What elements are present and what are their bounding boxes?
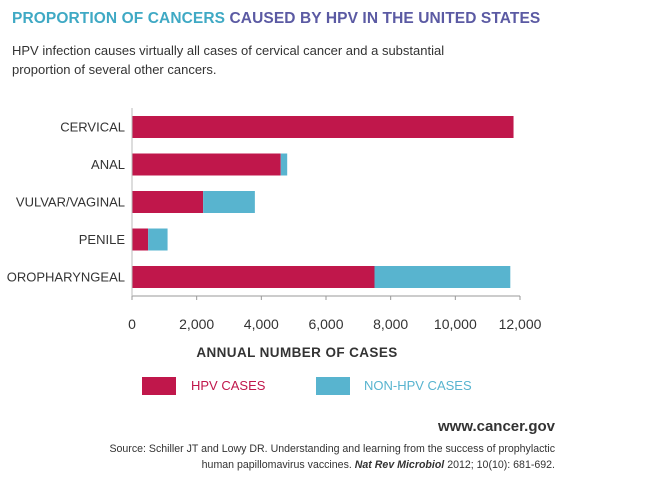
bar-vulvar-vaginal-non-hpv-cases <box>203 191 255 213</box>
category-label-penile: PENILE <box>79 232 126 247</box>
chart-subtitle: HPV infection causes virtually all cases… <box>12 43 445 77</box>
source-citation: Source: Schiller JT and Lowy DR. Underst… <box>0 441 555 473</box>
category-label-anal: ANAL <box>91 157 125 172</box>
x-tick-label-4000: 4,000 <box>244 316 279 332</box>
bar-oropharyngeal-hpv-cases <box>132 266 375 288</box>
x-tick-label-6000: 6,000 <box>308 316 343 332</box>
source-line-2: human papillomavirus vaccines. Nat Rev M… <box>0 457 555 473</box>
chart-title-part1: PROPORTION OF CANCERS <box>12 10 226 27</box>
bar-penile-non-hpv-cases <box>148 228 168 251</box>
legend-swatch-hpv <box>142 377 176 395</box>
chart-title-part2: CAUSED BY HPV IN THE UNITED STATES <box>229 10 541 27</box>
bar-anal-non-hpv-cases <box>280 153 288 176</box>
x-tick-label-0: 0 <box>128 316 136 332</box>
category-label-vulvar-vaginal: VULVAR/VAGINAL <box>16 195 125 210</box>
x-tick-label-10000: 10,000 <box>434 316 477 332</box>
bar-oropharyngeal-non-hpv-cases <box>374 266 511 288</box>
legend-swatch-non-hpv <box>316 377 350 395</box>
x-axis-label: ANNUAL NUMBER OF CASES <box>196 345 397 360</box>
source-url: www.cancer.gov <box>438 418 555 435</box>
x-tick-label-8000: 8,000 <box>373 316 408 332</box>
chart-title: PROPORTION OF CANCERS CAUSED BY HPV IN T… <box>12 10 540 28</box>
category-label-oropharyngeal: OROPHARYNGEAL <box>7 270 125 285</box>
bar-vulvar-vaginal-hpv-cases <box>132 191 204 213</box>
legend-label-hpv: HPV CASES <box>191 378 266 393</box>
x-tick-label-2000: 2,000 <box>179 316 214 332</box>
x-tick-label-12000: 12,000 <box>499 316 542 332</box>
bar-cervical-hpv-cases <box>132 116 514 138</box>
bar-anal-hpv-cases <box>132 153 281 176</box>
source-journal: Nat Rev Microbiol <box>354 459 445 471</box>
source-line-2-post: 2012; 10(10): 681-692. <box>447 459 555 471</box>
legend-label-non-hpv: NON-HPV CASES <box>364 378 472 393</box>
source-line-1: Source: Schiller JT and Lowy DR. Underst… <box>109 443 555 455</box>
category-label-cervical: CERVICAL <box>60 120 125 135</box>
bar-penile-hpv-cases <box>132 228 149 251</box>
source-line-2-pre: human papillomavirus vaccines. <box>201 459 352 471</box>
